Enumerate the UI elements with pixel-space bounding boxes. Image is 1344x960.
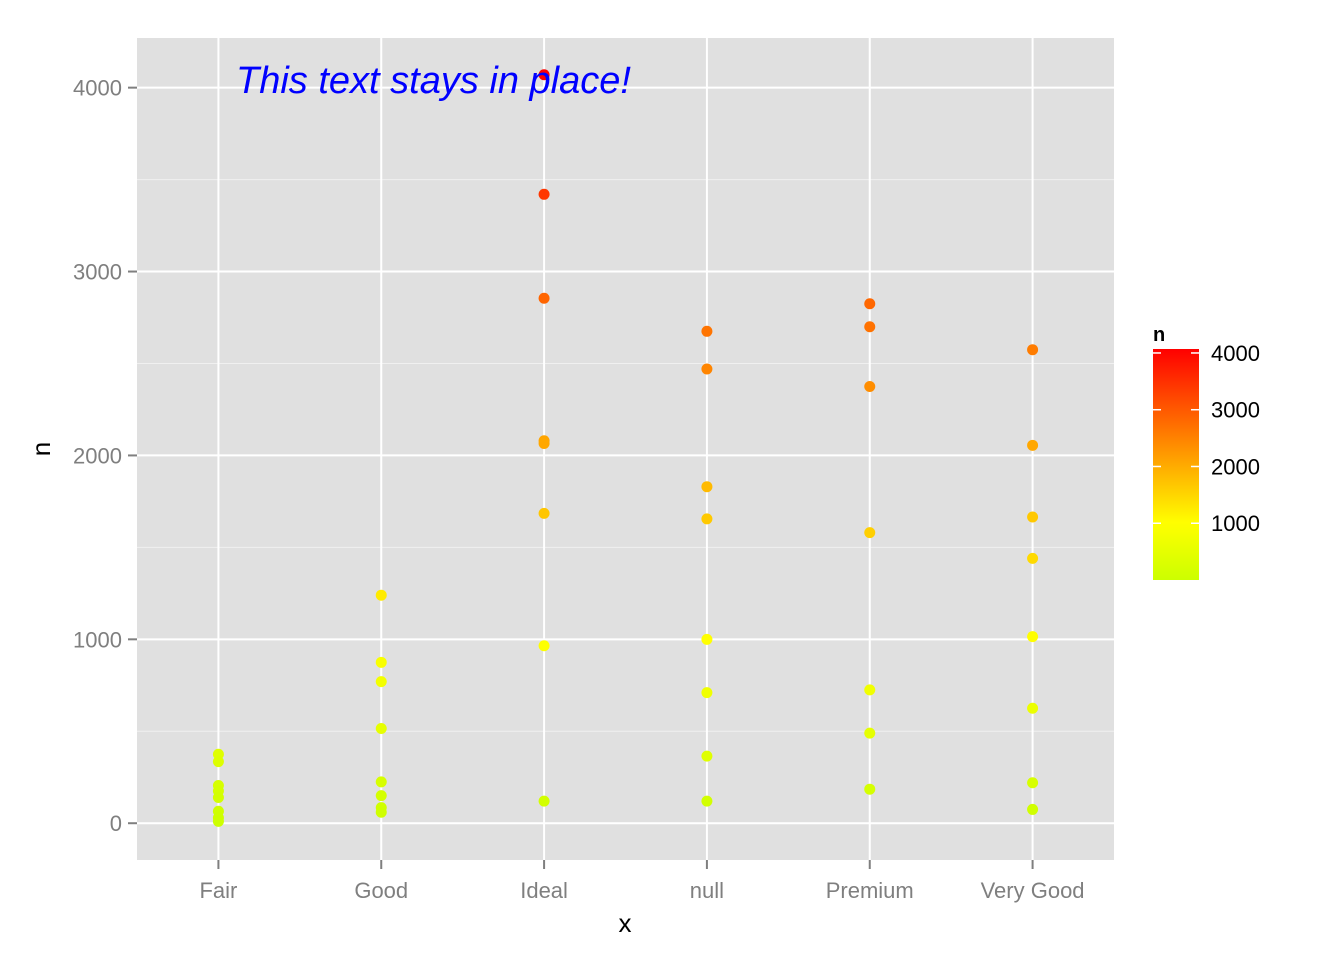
data-point xyxy=(538,69,550,81)
legend-tick-label: 3000 xyxy=(1211,398,1260,423)
data-point xyxy=(212,791,224,803)
data-point xyxy=(864,727,876,739)
data-point xyxy=(864,380,876,392)
x-tick-label: Good xyxy=(354,878,408,903)
legend-title: n xyxy=(1153,324,1165,346)
y-tick-label: 1000 xyxy=(73,627,122,652)
plot-panel xyxy=(137,38,1114,860)
legend-tick-label: 1000 xyxy=(1211,511,1260,536)
data-point xyxy=(701,325,713,337)
y-tick-label: 3000 xyxy=(73,260,122,285)
data-point xyxy=(1027,803,1039,815)
data-point xyxy=(864,321,876,333)
data-point xyxy=(1027,439,1039,451)
data-point xyxy=(375,656,387,668)
data-point xyxy=(375,723,387,735)
data-point xyxy=(212,756,224,768)
data-point xyxy=(1027,631,1039,643)
x-tick-label: Premium xyxy=(826,878,914,903)
data-point xyxy=(1027,552,1039,564)
data-point xyxy=(538,292,550,304)
data-point xyxy=(701,481,713,493)
x-tick-label: Ideal xyxy=(520,878,568,903)
major-gridlines xyxy=(137,38,1114,860)
data-point xyxy=(375,806,387,818)
y-tick-label: 0 xyxy=(110,811,122,836)
data-point xyxy=(701,363,713,375)
data-point xyxy=(538,640,550,652)
x-tick-label: Fair xyxy=(199,878,237,903)
y-axis-title: n xyxy=(26,442,56,456)
data-point xyxy=(701,633,713,645)
data-point xyxy=(864,684,876,696)
legend-colorbar xyxy=(1153,349,1199,580)
data-points xyxy=(212,69,1039,827)
data-point xyxy=(1027,777,1039,789)
data-point xyxy=(212,815,224,827)
data-point xyxy=(701,795,713,807)
data-point xyxy=(864,527,876,539)
annotation-text: This text stays in place! xyxy=(236,60,631,102)
data-point xyxy=(1027,702,1039,714)
data-point xyxy=(375,589,387,601)
data-point xyxy=(538,507,550,519)
data-point xyxy=(538,795,550,807)
data-point xyxy=(375,776,387,788)
data-point xyxy=(864,783,876,795)
data-point xyxy=(1027,344,1039,356)
x-tick-label: null xyxy=(690,878,724,903)
x-axis-title: x xyxy=(619,908,632,938)
data-point xyxy=(375,790,387,802)
y-tick-label: 4000 xyxy=(73,76,122,101)
data-point xyxy=(538,188,550,200)
y-tick-label: 2000 xyxy=(73,443,122,468)
minor-gridlines xyxy=(137,179,1114,732)
x-axis-ticks: Fair Good Ideal null Premium Very Good xyxy=(199,860,1085,903)
data-point xyxy=(701,687,713,699)
data-point xyxy=(1027,511,1039,523)
data-point xyxy=(375,676,387,688)
legend-tick-label: 2000 xyxy=(1211,454,1260,479)
data-point xyxy=(701,513,713,525)
legend-ticks: 1000 2000 3000 4000 xyxy=(1153,341,1260,536)
x-tick-label: Very Good xyxy=(981,878,1085,903)
data-point xyxy=(864,298,876,310)
y-axis-ticks: 0 1000 2000 3000 4000 xyxy=(73,76,137,836)
legend-tick-label: 4000 xyxy=(1211,341,1260,366)
data-point xyxy=(538,437,550,449)
color-legend: n 1000 2000 3000 4000 xyxy=(1153,324,1260,580)
data-point xyxy=(701,750,713,762)
